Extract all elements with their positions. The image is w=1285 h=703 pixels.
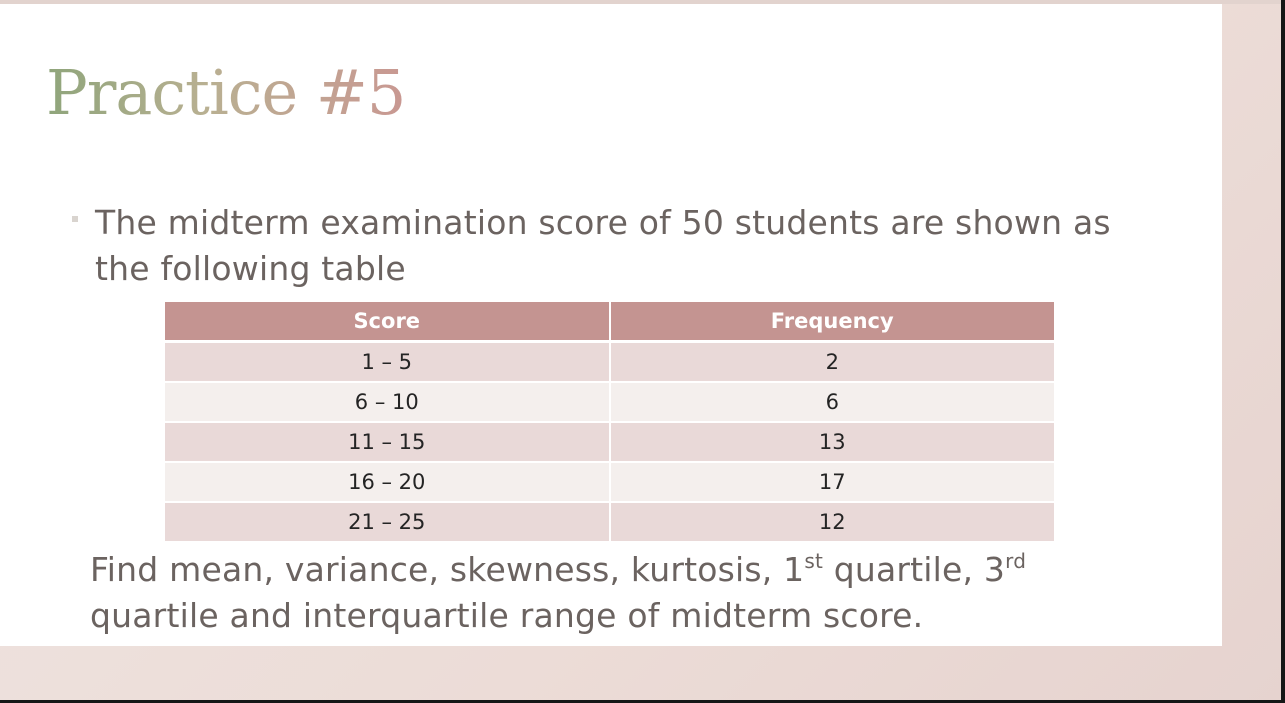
frequency-cell: 6 xyxy=(609,382,1054,423)
slide-title: Practice #5 xyxy=(46,56,406,129)
score-frequency-table: Score Frequency 1 – 5 2 6 – 10 6 11 – 15… xyxy=(165,302,1054,543)
frequency-cell: 13 xyxy=(609,422,1054,463)
question-part-3: quartile and interquartile range of midt… xyxy=(90,596,924,635)
score-cell: 16 – 20 xyxy=(165,462,611,503)
frequency-cell: 17 xyxy=(609,462,1054,503)
table-row: 21 – 25 12 xyxy=(165,502,1054,543)
frequency-cell: 12 xyxy=(609,502,1054,543)
table-row: 1 – 5 2 xyxy=(165,341,1054,383)
table-row: 11 – 15 13 xyxy=(165,422,1054,463)
bullet-item: The midterm examination score of 50 stud… xyxy=(72,200,1162,292)
score-cell: 11 – 15 xyxy=(165,422,611,463)
score-cell: 21 – 25 xyxy=(165,502,611,543)
window-edge-bottom xyxy=(0,700,1285,703)
bullet-text: The midterm examination score of 50 stud… xyxy=(95,203,1111,288)
question-part-1: Find mean, variance, skewness, kurtosis,… xyxy=(90,550,805,589)
table-row: 6 – 10 6 xyxy=(165,382,1054,423)
header-score: Score xyxy=(165,302,611,343)
window-edge-right xyxy=(1281,0,1285,703)
header-frequency: Frequency xyxy=(609,302,1054,343)
superscript-st: st xyxy=(804,549,824,573)
bullet-square-icon xyxy=(72,216,78,222)
table-row: 16 – 20 17 xyxy=(165,462,1054,503)
score-cell: 1 – 5 xyxy=(165,341,611,383)
score-cell: 6 – 10 xyxy=(165,382,611,423)
superscript-rd: rd xyxy=(1005,549,1027,573)
table-header-row: Score Frequency xyxy=(165,302,1054,343)
frequency-cell: 2 xyxy=(609,341,1054,383)
slide: Practice #5 The midterm examination scor… xyxy=(0,4,1222,646)
question-part-2: quartile, 3 xyxy=(823,550,1006,589)
question-text: Find mean, variance, skewness, kurtosis,… xyxy=(90,547,1110,639)
background-band-top xyxy=(0,0,1285,4)
